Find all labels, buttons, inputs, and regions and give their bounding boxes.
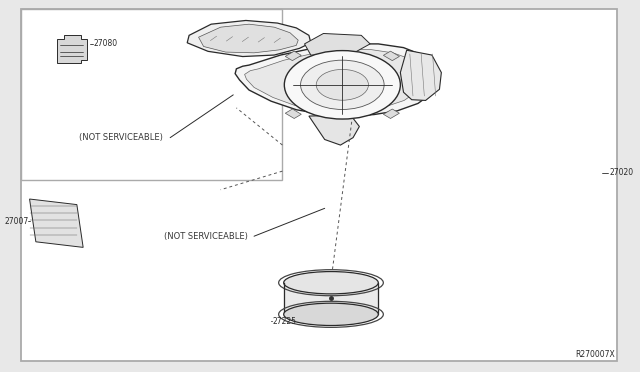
Text: (NOT SERVICEABLE): (NOT SERVICEABLE): [164, 232, 248, 241]
Text: 27225: 27225: [273, 317, 297, 326]
Polygon shape: [57, 35, 87, 63]
Polygon shape: [244, 49, 424, 111]
Text: 27080: 27080: [93, 39, 117, 48]
Polygon shape: [309, 115, 360, 145]
Polygon shape: [305, 33, 370, 55]
Polygon shape: [401, 50, 442, 100]
Ellipse shape: [284, 303, 378, 326]
Polygon shape: [235, 44, 440, 116]
Text: (NOT SERVICEABLE): (NOT SERVICEABLE): [79, 133, 163, 142]
Bar: [383, 51, 399, 61]
Bar: [20, 9, 282, 180]
Circle shape: [284, 51, 401, 119]
Polygon shape: [198, 24, 298, 53]
Bar: [383, 109, 399, 119]
Polygon shape: [188, 20, 311, 57]
Bar: [285, 109, 301, 119]
Text: 27020: 27020: [609, 169, 633, 177]
Bar: [285, 51, 301, 61]
Circle shape: [316, 70, 369, 100]
Text: 27007: 27007: [4, 217, 28, 226]
Polygon shape: [284, 283, 378, 314]
Ellipse shape: [284, 272, 378, 294]
Text: R270007X: R270007X: [575, 350, 615, 359]
Polygon shape: [29, 199, 83, 247]
Circle shape: [301, 60, 384, 109]
